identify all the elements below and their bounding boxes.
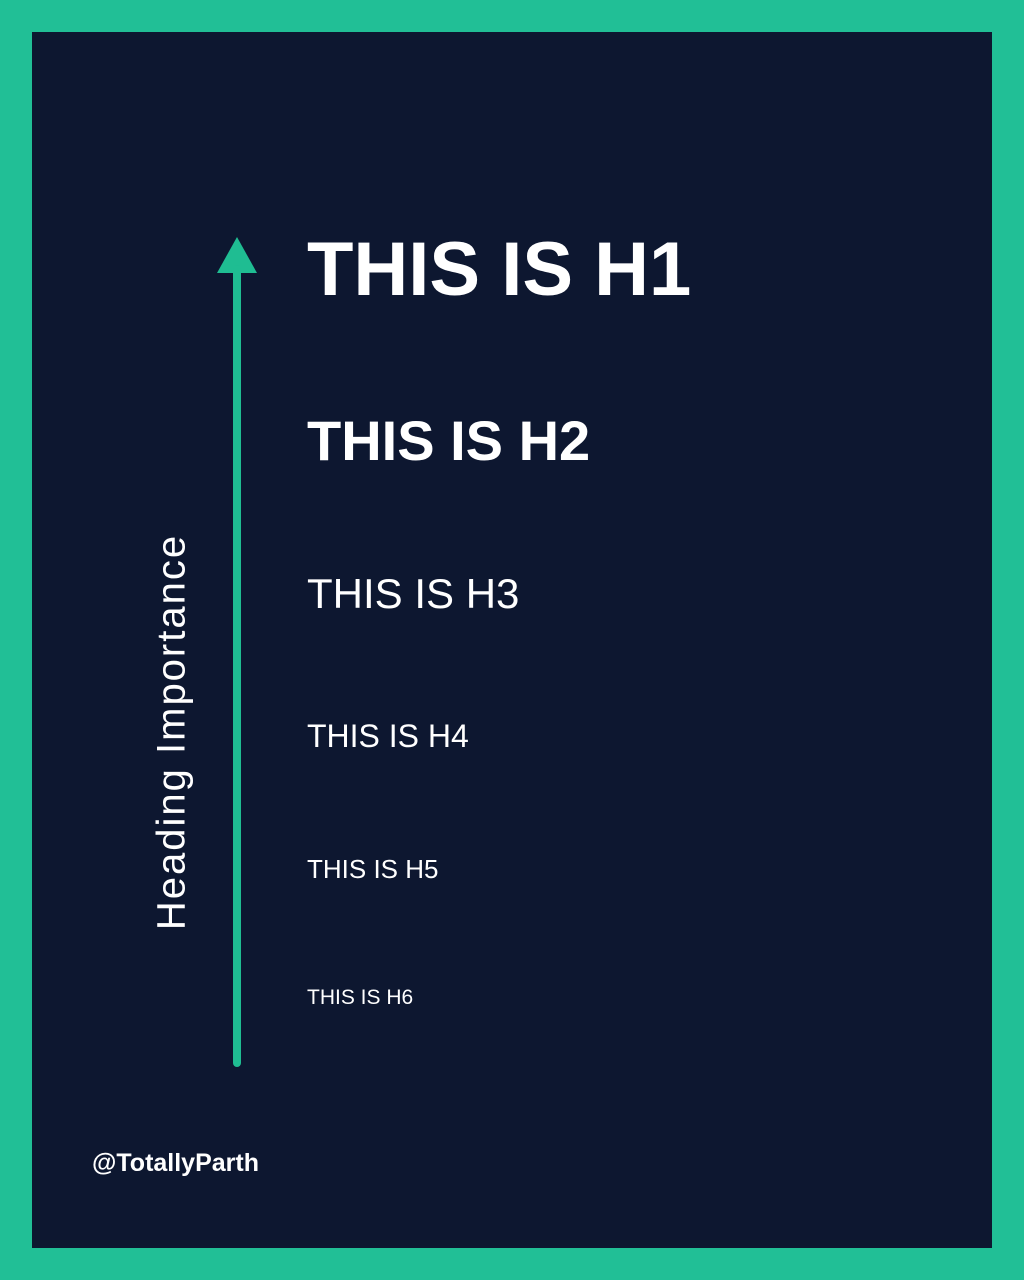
- heading-h4: THIS IS H4: [307, 720, 932, 752]
- inner-panel: Heading Importance THIS IS H1 THIS IS H2…: [32, 32, 992, 1248]
- attribution-handle: @TotallyParth: [92, 1149, 259, 1178]
- importance-arrow: [217, 237, 257, 1067]
- arrow-shaft: [233, 265, 241, 1067]
- heading-h5: THIS IS H5: [307, 856, 932, 882]
- heading-h6: THIS IS H6: [307, 987, 932, 1008]
- outer-frame: Heading Importance THIS IS H1 THIS IS H2…: [0, 0, 1024, 1280]
- axis-label: Heading Importance: [150, 534, 195, 930]
- heading-h3: THIS IS H3: [307, 573, 932, 615]
- headings-column: THIS IS H1 THIS IS H2 THIS IS H3 THIS IS…: [307, 232, 932, 1008]
- heading-h1: THIS IS H1: [307, 232, 932, 308]
- heading-h2: THIS IS H2: [307, 413, 932, 469]
